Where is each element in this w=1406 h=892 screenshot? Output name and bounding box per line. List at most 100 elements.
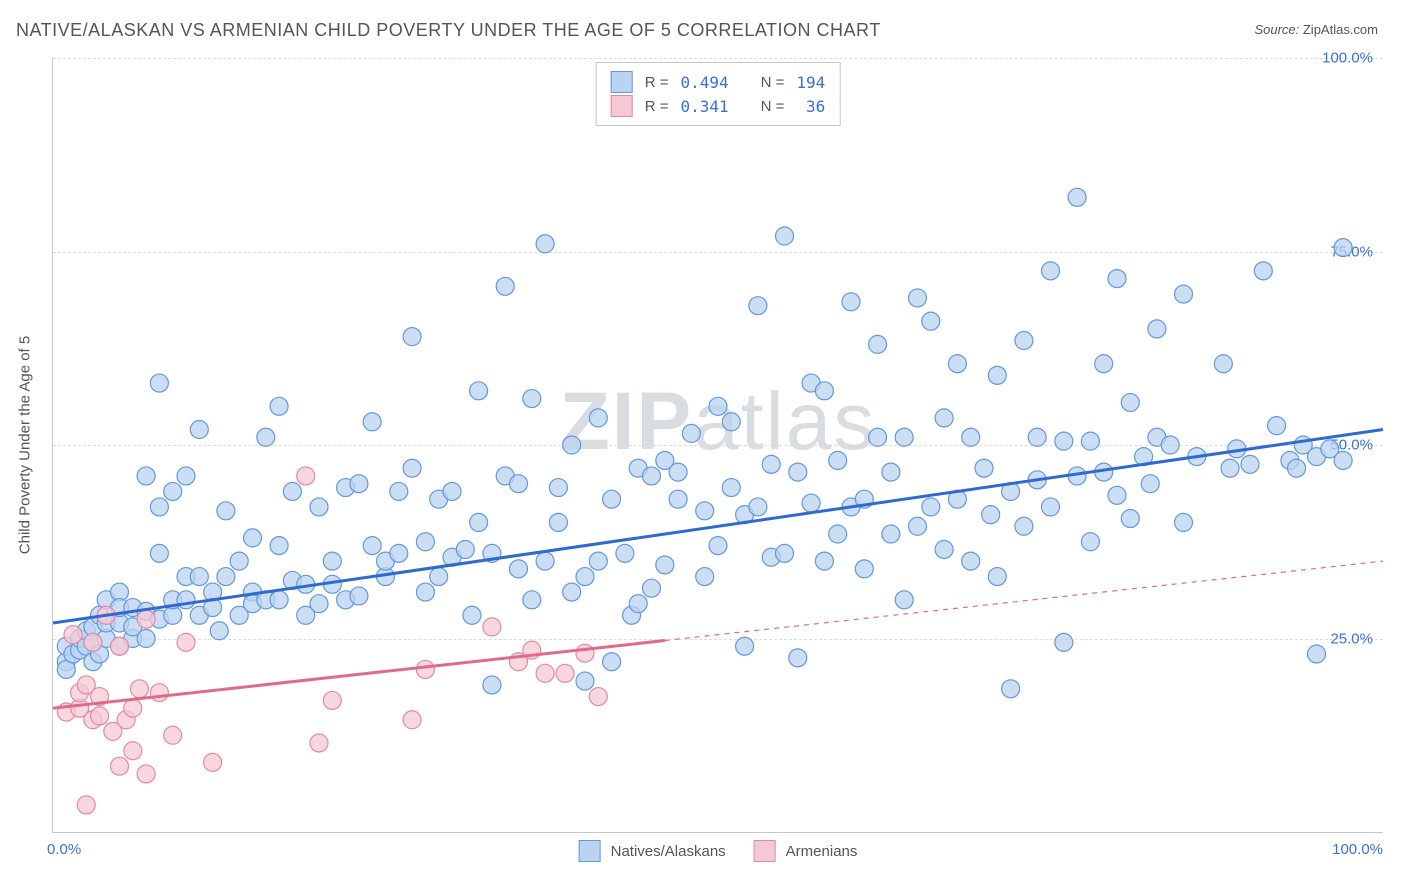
scatter-point <box>403 711 421 729</box>
scatter-point <box>1334 451 1352 469</box>
scatter-point <box>111 637 129 655</box>
scatter-svg <box>53 58 1383 832</box>
scatter-point <box>909 517 927 535</box>
scatter-point <box>722 413 740 431</box>
scatter-point <box>696 568 714 586</box>
scatter-point <box>230 552 248 570</box>
scatter-point <box>962 552 980 570</box>
scatter-point <box>91 707 109 725</box>
scatter-point <box>589 409 607 427</box>
scatter-point <box>962 428 980 446</box>
r-label: R = <box>645 98 669 115</box>
x-tick-100: 100.0% <box>1332 841 1383 858</box>
scatter-point <box>177 633 195 651</box>
scatter-point <box>310 734 328 752</box>
scatter-point <box>244 529 262 547</box>
scatter-point <box>130 680 148 698</box>
scatter-point <box>829 451 847 469</box>
scatter-point <box>1141 475 1159 493</box>
scatter-point <box>150 374 168 392</box>
scatter-point <box>1241 455 1259 473</box>
correlation-row: R = 0.341 N = 36 <box>611 95 826 117</box>
scatter-point <box>1148 320 1166 338</box>
scatter-point <box>1288 459 1306 477</box>
scatter-point <box>190 568 208 586</box>
scatter-point <box>1121 510 1139 528</box>
scatter-point <box>270 397 288 415</box>
scatter-point <box>483 676 501 694</box>
scatter-point <box>988 366 1006 384</box>
scatter-point <box>150 498 168 516</box>
scatter-point <box>895 591 913 609</box>
n-label: N = <box>761 98 785 115</box>
scatter-point <box>403 459 421 477</box>
y-axis-label: Child Poverty Under the Age of 5 <box>17 336 34 554</box>
series-legend-item: Natives/Alaskans <box>579 840 726 862</box>
scatter-point <box>802 494 820 512</box>
scatter-point <box>470 513 488 531</box>
scatter-point <box>124 699 142 717</box>
y-axis-label-wrap: Child Poverty Under the Age of 5 <box>10 58 40 832</box>
scatter-point <box>576 568 594 586</box>
scatter-point <box>1214 355 1232 373</box>
scatter-point <box>1095 355 1113 373</box>
legend-swatch <box>611 95 633 117</box>
scatter-point <box>882 525 900 543</box>
scatter-point <box>975 459 993 477</box>
scatter-point <box>177 467 195 485</box>
scatter-point <box>869 428 887 446</box>
scatter-point <box>1002 680 1020 698</box>
series-label: Natives/Alaskans <box>611 843 726 860</box>
scatter-point <box>1161 436 1179 454</box>
scatter-point <box>603 490 621 508</box>
scatter-point <box>1028 428 1046 446</box>
scatter-point <box>84 633 102 651</box>
scatter-point <box>430 568 448 586</box>
scatter-point <box>536 235 554 253</box>
scatter-point <box>869 335 887 353</box>
r-value: 0.494 <box>680 73 728 92</box>
scatter-point <box>150 684 168 702</box>
scatter-point <box>164 726 182 744</box>
scatter-point <box>217 568 235 586</box>
scatter-point <box>1068 188 1086 206</box>
scatter-point <box>323 552 341 570</box>
scatter-point <box>882 463 900 481</box>
scatter-point <box>390 482 408 500</box>
scatter-point <box>815 382 833 400</box>
scatter-point <box>629 595 647 613</box>
scatter-point <box>463 606 481 624</box>
scatter-point <box>948 355 966 373</box>
scatter-point <box>603 653 621 671</box>
source-label: Source: <box>1254 22 1302 37</box>
scatter-point <box>988 568 1006 586</box>
scatter-point <box>137 765 155 783</box>
scatter-point <box>749 498 767 516</box>
scatter-point <box>643 579 661 597</box>
scatter-point <box>536 552 554 570</box>
legend-swatch <box>611 71 633 93</box>
scatter-point <box>310 595 328 613</box>
scatter-point <box>736 637 754 655</box>
scatter-point <box>456 540 474 558</box>
scatter-point <box>350 475 368 493</box>
r-value: 0.341 <box>680 97 728 116</box>
n-value: 36 <box>796 97 825 116</box>
scatter-point <box>762 455 780 473</box>
scatter-point <box>669 490 687 508</box>
scatter-point <box>656 556 674 574</box>
scatter-point <box>576 672 594 690</box>
scatter-point <box>137 467 155 485</box>
scatter-point <box>204 753 222 771</box>
scatter-point <box>496 277 514 295</box>
scatter-point <box>749 297 767 315</box>
scatter-point <box>536 664 554 682</box>
legend-swatch <box>579 840 601 862</box>
scatter-point <box>270 537 288 555</box>
source-name: ZipAtlas.com <box>1303 22 1378 37</box>
scatter-point <box>443 482 461 500</box>
scatter-point <box>164 482 182 500</box>
scatter-point <box>124 742 142 760</box>
scatter-point <box>789 649 807 667</box>
scatter-point <box>1175 513 1193 531</box>
